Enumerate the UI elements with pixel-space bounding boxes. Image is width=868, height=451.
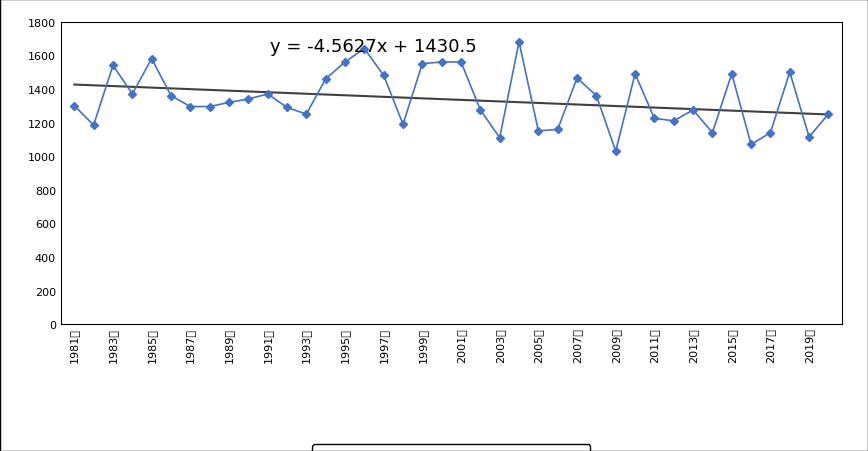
Linear (全市平均年雨量): [668, 106, 679, 112]
全市平均年雨量: [572, 76, 582, 82]
Linear (全市平均年雨量): [475, 99, 485, 104]
Linear (全市平均年雨量): [282, 91, 293, 97]
Linear (全市平均年雨量): [339, 93, 350, 99]
Linear (全市平均年雨量): [456, 98, 466, 103]
Linear (全市平均年雨量): [533, 101, 543, 106]
全市平均年雨量: [378, 74, 389, 79]
全市平均年雨量: [262, 92, 273, 97]
Linear (全市平均年雨量): [687, 107, 698, 113]
全市平均年雨量: [282, 106, 293, 111]
Linear (全市平均年雨量): [224, 89, 234, 94]
Linear (全市平均年雨量): [262, 90, 273, 96]
Linear (全市平均年雨量): [418, 97, 428, 102]
全市平均年雨量: [591, 94, 602, 99]
Linear (全市平均年雨量): [727, 109, 737, 114]
Linear (全市平均年雨量): [804, 112, 814, 117]
全市平均年雨量: [147, 57, 157, 62]
Linear (全市平均年雨量): [766, 110, 776, 115]
Linear (全市平均年雨量): [185, 87, 195, 92]
全市平均年雨量: [89, 123, 99, 129]
全市平均年雨量: [224, 101, 234, 106]
Linear (全市平均年雨量): [707, 108, 718, 113]
全市平均年雨量: [243, 97, 253, 102]
Linear (全市平均年雨量): [108, 84, 118, 90]
Linear (全市平均年雨量): [147, 86, 157, 91]
Linear (全市平均年雨量): [649, 106, 660, 111]
全市平均年雨量: [166, 94, 176, 99]
Linear (全市平均年雨量): [553, 102, 563, 107]
Linear (全市平均年雨量): [127, 85, 137, 90]
全市平均年雨量: [475, 108, 485, 113]
Linear (全市平均年雨量): [437, 97, 447, 103]
Text: y = -4.5627x + 1430.5: y = -4.5627x + 1430.5: [270, 38, 477, 55]
全市平均年雨量: [766, 131, 776, 136]
全市平均年雨量: [514, 40, 524, 46]
全市平均年雨量: [320, 77, 331, 83]
Linear (全市平均年雨量): [166, 87, 176, 92]
全市平均年雨量: [127, 92, 137, 97]
全市平均年雨量: [649, 116, 660, 122]
全市平均年雨量: [205, 105, 215, 110]
Legend: 全市平均年雨量, Linear (全市平均年雨量): 全市平均年雨量, Linear (全市平均年雨量): [312, 444, 590, 451]
Line: 全市平均年雨量: 全市平均年雨量: [71, 40, 832, 155]
全市平均年雨量: [727, 72, 737, 77]
Linear (全市平均年雨量): [69, 83, 80, 88]
Linear (全市平均年雨量): [301, 92, 312, 97]
全市平均年雨量: [630, 72, 641, 77]
Linear (全市平均年雨量): [514, 100, 524, 106]
Linear (全市平均年雨量): [746, 110, 756, 115]
全市平均年雨量: [707, 131, 718, 136]
全市平均年雨量: [804, 135, 814, 140]
Linear (全市平均年雨量): [572, 102, 582, 108]
全市平均年雨量: [456, 60, 466, 65]
全市平均年雨量: [746, 143, 756, 148]
Linear (全市平均年雨量): [359, 94, 370, 100]
全市平均年雨量: [185, 105, 195, 110]
Linear (全市平均年雨量): [630, 105, 641, 110]
全市平均年雨量: [687, 108, 698, 113]
Linear (全市平均年雨量): [591, 103, 602, 109]
Linear (全市平均年雨量): [610, 104, 621, 110]
全市平均年雨量: [418, 62, 428, 67]
Linear (全市平均年雨量): [89, 83, 99, 89]
全市平均年雨量: [301, 112, 312, 118]
全市平均年雨量: [785, 70, 795, 76]
Linear (全市平均年雨量): [243, 90, 253, 95]
全市平均年雨量: [668, 119, 679, 124]
全市平均年雨量: [823, 112, 833, 118]
全市平均年雨量: [437, 60, 447, 65]
全市平均年雨量: [553, 127, 563, 133]
全市平均年雨量: [495, 136, 505, 141]
全市平均年雨量: [339, 60, 350, 65]
Linear (全市平均年雨量): [823, 112, 833, 118]
全市平均年雨量: [69, 104, 80, 109]
Linear (全市平均年雨量): [378, 95, 389, 100]
Linear (全市平均年雨量): [495, 100, 505, 105]
Linear (全市平均年雨量): [785, 111, 795, 116]
全市平均年雨量: [398, 122, 408, 128]
Linear (全市平均年雨量): [320, 92, 331, 98]
Linear (全市平均年雨量): [205, 88, 215, 93]
全市平均年雨量: [533, 129, 543, 134]
全市平均年雨量: [359, 47, 370, 52]
全市平均年雨量: [108, 64, 118, 69]
Linear (全市平均年雨量): [398, 96, 408, 101]
全市平均年雨量: [610, 149, 621, 155]
Line: Linear (全市平均年雨量): Linear (全市平均年雨量): [75, 85, 828, 115]
